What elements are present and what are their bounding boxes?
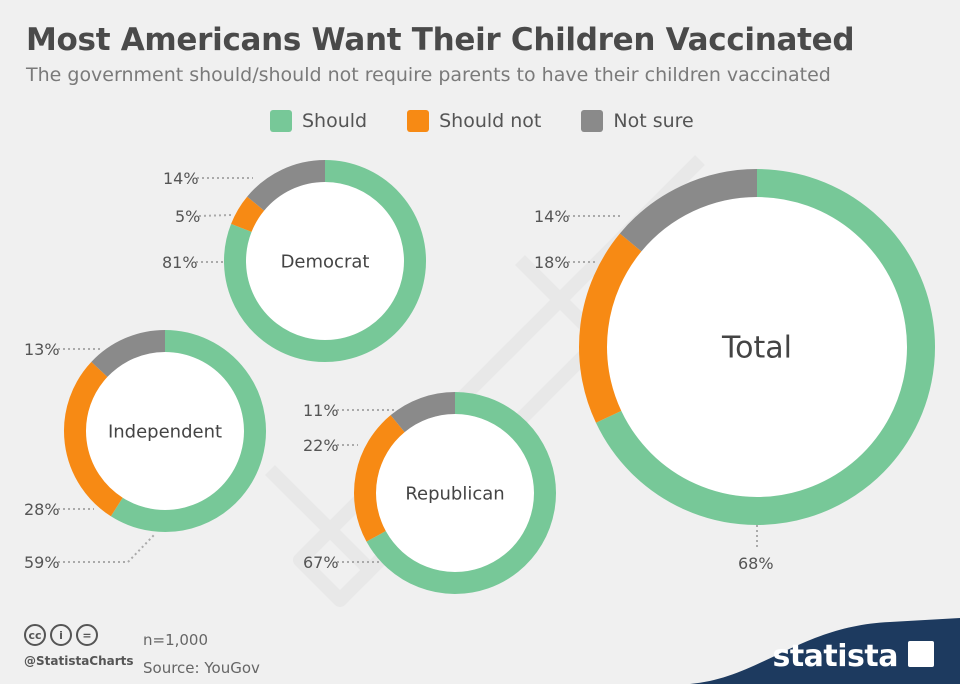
donut-hole-independent bbox=[86, 352, 244, 510]
data-label-independent-not-sure: 13% bbox=[24, 340, 60, 359]
slice-republican-not-sure bbox=[390, 392, 456, 433]
slice-democrat-should bbox=[224, 160, 426, 362]
brand-wave-shape bbox=[690, 618, 960, 684]
statista-brand[interactable]: statista bbox=[690, 618, 960, 684]
statista-handle[interactable]: @StatistaCharts bbox=[24, 654, 134, 668]
data-label-republican-should-not: 22% bbox=[303, 436, 339, 455]
donut-label-democrat: Democrat bbox=[281, 251, 370, 272]
slice-republican-should-not bbox=[354, 415, 405, 542]
source: Source: YouGov bbox=[143, 659, 260, 677]
slice-democrat-should-not bbox=[231, 196, 265, 233]
donut-label-independent: Independent bbox=[108, 421, 222, 442]
data-label-independent-should: 59% bbox=[24, 553, 60, 572]
slice-total-should bbox=[595, 169, 935, 525]
data-label-republican-should: 67% bbox=[303, 553, 339, 572]
slice-total-should-not bbox=[579, 233, 642, 423]
data-label-democrat-should: 81% bbox=[162, 253, 198, 272]
legend: Should Should not Not sure bbox=[270, 110, 734, 132]
leader-line-democrat-should-not bbox=[198, 214, 232, 217]
slice-independent-should bbox=[110, 330, 266, 532]
data-label-total-not-sure: 14% bbox=[534, 207, 570, 226]
donut-democrat: Democrat 81% 5% 14% bbox=[162, 160, 426, 362]
donut-hole-total bbox=[607, 197, 907, 497]
slice-total-not-sure bbox=[619, 169, 758, 252]
nd-icon: = bbox=[76, 624, 98, 646]
statista-logo-icon bbox=[908, 641, 934, 667]
donut-label-total: Total bbox=[721, 331, 792, 366]
donut-republican: Republican 67% 22% 11% bbox=[303, 392, 556, 594]
legend-label-should-not: Should not bbox=[439, 110, 542, 132]
data-label-independent-should-not: 28% bbox=[24, 500, 60, 519]
donut-total: Total 68% 18% 14% bbox=[534, 169, 935, 573]
donut-label-republican: Republican bbox=[405, 483, 504, 504]
footer-meta: n=1,000 Source: YouGov bbox=[143, 626, 260, 682]
donut-independent: Independent 59% 28% 13% bbox=[24, 330, 266, 572]
data-label-democrat-should-not: 5% bbox=[175, 207, 200, 226]
statista-logo-text: statista bbox=[772, 639, 898, 674]
slice-independent-should-not bbox=[64, 361, 123, 517]
data-label-total-should: 68% bbox=[738, 554, 774, 573]
donut-hole-republican bbox=[376, 414, 534, 572]
data-label-republican-not-sure: 11% bbox=[303, 401, 339, 420]
cc-icon: cc bbox=[24, 624, 46, 646]
donut-hole-democrat bbox=[246, 182, 404, 340]
legend-item-should: Should bbox=[270, 110, 367, 132]
legend-swatch-not-sure bbox=[581, 110, 604, 132]
legend-item-should-not: Should not bbox=[407, 110, 541, 132]
chart-subtitle: The government should/should not require… bbox=[26, 64, 831, 86]
footer-license: cc i = @StatistaCharts bbox=[24, 624, 134, 668]
sample-size: n=1,000 bbox=[143, 631, 209, 649]
legend-swatch-should bbox=[270, 110, 292, 132]
legend-swatch-should-not bbox=[407, 110, 430, 132]
legend-label-should: Should bbox=[302, 110, 368, 132]
data-label-total-should-not: 18% bbox=[534, 253, 570, 272]
data-label-democrat-not-sure: 14% bbox=[163, 169, 199, 188]
leader-line-independent-should bbox=[58, 533, 156, 563]
slice-republican-should bbox=[366, 392, 556, 594]
legend-item-not-sure: Not sure bbox=[581, 110, 694, 132]
slice-independent-not-sure bbox=[91, 330, 166, 378]
legend-label-not-sure: Not sure bbox=[613, 110, 694, 132]
by-icon: i bbox=[50, 624, 72, 646]
chart-title: Most Americans Want Their Children Vacci… bbox=[26, 22, 855, 58]
slice-democrat-not-sure bbox=[247, 160, 326, 211]
